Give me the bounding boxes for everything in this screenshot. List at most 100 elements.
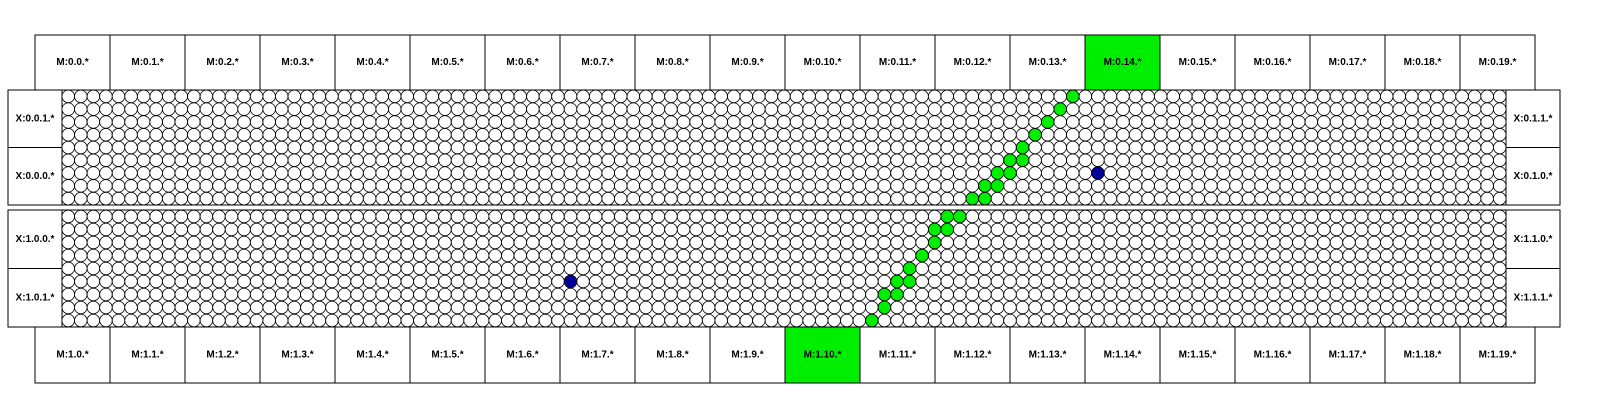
cell	[802, 153, 816, 167]
cell	[463, 179, 477, 193]
cell	[1191, 153, 1206, 167]
cell	[664, 89, 678, 104]
cell	[1342, 140, 1356, 155]
cell	[1354, 128, 1369, 142]
cell	[337, 115, 352, 129]
cell	[1380, 261, 1394, 276]
cell	[814, 128, 829, 142]
cell	[450, 102, 465, 116]
cell	[752, 274, 766, 289]
module-label: M:0.6.*	[506, 57, 538, 68]
cell	[388, 248, 402, 263]
cell	[1204, 102, 1218, 116]
cell	[1367, 261, 1381, 276]
cell	[902, 153, 917, 167]
cell	[275, 166, 289, 180]
cell	[450, 115, 465, 129]
cell	[149, 287, 163, 302]
cell	[1116, 128, 1130, 142]
cell	[1279, 153, 1293, 167]
cell	[639, 153, 653, 167]
cell	[287, 300, 301, 315]
cell	[827, 166, 841, 180]
cell	[475, 261, 490, 276]
cell	[890, 209, 904, 224]
cell	[1041, 313, 1055, 328]
cell	[1254, 274, 1268, 289]
cell	[1254, 102, 1268, 116]
cell	[1179, 102, 1193, 116]
cell	[1066, 235, 1080, 250]
green-cell	[865, 313, 879, 328]
cell	[1329, 261, 1344, 276]
cell	[802, 274, 816, 289]
cell	[1455, 313, 1469, 328]
cell	[1204, 191, 1218, 206]
cell	[1003, 128, 1017, 142]
cell	[714, 89, 728, 104]
module-box	[259, 34, 336, 91]
cell	[1292, 191, 1306, 206]
cell	[802, 89, 816, 104]
cell	[99, 115, 113, 129]
cell	[249, 287, 264, 302]
cell	[840, 248, 854, 263]
cell	[350, 102, 364, 116]
cell	[1455, 153, 1469, 167]
cell	[136, 313, 151, 328]
cell	[337, 235, 352, 250]
cell	[563, 235, 578, 250]
cell	[727, 89, 741, 104]
module-label: M:1.4.*	[356, 350, 388, 361]
cell	[1493, 140, 1507, 155]
cell	[877, 179, 892, 193]
cell	[425, 153, 440, 167]
cell	[61, 153, 75, 167]
cell	[86, 235, 101, 250]
cell	[928, 128, 942, 142]
cell	[513, 209, 527, 224]
cell	[1066, 179, 1080, 193]
cell	[1053, 287, 1067, 302]
cell	[111, 287, 126, 302]
cell	[1078, 235, 1093, 250]
cell	[1179, 287, 1193, 302]
cell	[350, 313, 364, 328]
cell	[1216, 140, 1231, 155]
cell	[275, 287, 289, 302]
cell	[739, 287, 754, 302]
cell	[1191, 128, 1206, 142]
cell	[601, 115, 615, 129]
cell	[928, 313, 942, 328]
cell	[752, 102, 766, 116]
cell	[1053, 209, 1067, 224]
cell	[714, 313, 728, 328]
cell	[287, 153, 301, 167]
green-cell	[1015, 140, 1030, 155]
cell	[865, 191, 879, 206]
cell	[1141, 235, 1155, 250]
cell	[1455, 300, 1469, 315]
cell	[325, 166, 339, 180]
cell	[362, 274, 377, 289]
cell	[1204, 128, 1218, 142]
cell	[1003, 209, 1017, 224]
cell	[538, 222, 553, 237]
cell	[1066, 300, 1080, 315]
cell	[814, 166, 829, 180]
cell	[576, 153, 590, 167]
cell	[802, 248, 816, 263]
cell	[990, 300, 1005, 315]
cell	[526, 222, 540, 237]
cell	[1066, 102, 1080, 116]
cell	[1417, 179, 1432, 193]
cell	[1493, 222, 1507, 237]
cell	[249, 89, 264, 104]
cell	[802, 140, 816, 155]
cell	[488, 191, 502, 206]
cell	[174, 153, 188, 167]
cell	[224, 89, 239, 104]
cell	[1430, 102, 1444, 116]
cell	[262, 102, 276, 116]
cell	[563, 140, 578, 155]
